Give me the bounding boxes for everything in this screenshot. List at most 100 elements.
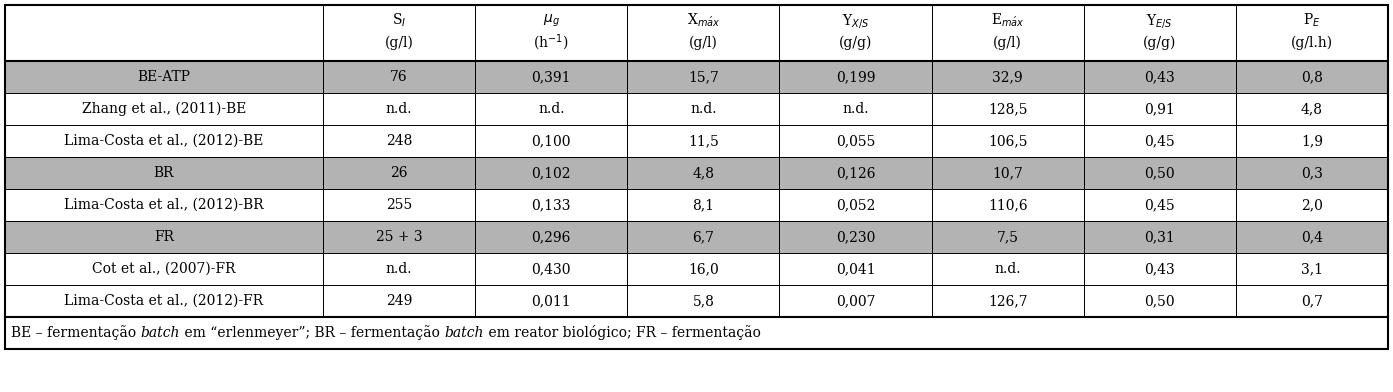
Bar — [6, 125, 323, 157]
Bar — [475, 5, 627, 61]
Text: 0,126: 0,126 — [836, 166, 875, 180]
Text: 110,6: 110,6 — [988, 198, 1028, 212]
Text: Lima-Costa et al., (2012)-BR: Lima-Costa et al., (2012)-BR — [64, 198, 263, 212]
Text: E$_{m\acute{a}x}$: E$_{m\acute{a}x}$ — [990, 12, 1024, 29]
Text: 0,45: 0,45 — [1145, 198, 1176, 212]
Text: n.d.: n.d. — [690, 102, 716, 116]
Text: 0,011: 0,011 — [531, 294, 571, 308]
Text: 0,296: 0,296 — [532, 230, 571, 244]
Text: 0,391: 0,391 — [532, 70, 571, 84]
Bar — [780, 93, 932, 125]
Bar — [780, 5, 932, 61]
Text: 0,43: 0,43 — [1145, 262, 1176, 276]
Bar — [1084, 221, 1236, 253]
Bar — [475, 61, 627, 93]
Text: 126,7: 126,7 — [988, 294, 1028, 308]
Bar — [780, 221, 932, 253]
Bar — [627, 253, 780, 285]
Text: 0,230: 0,230 — [836, 230, 875, 244]
Bar — [6, 61, 323, 93]
Text: 0,102: 0,102 — [532, 166, 571, 180]
Bar — [627, 61, 780, 93]
Text: 0,50: 0,50 — [1145, 166, 1176, 180]
Bar — [780, 157, 932, 189]
Text: (h$^{-1}$): (h$^{-1}$) — [534, 33, 568, 53]
Bar — [1084, 157, 1236, 189]
Text: (g/l): (g/l) — [384, 36, 414, 50]
Text: 32,9: 32,9 — [992, 70, 1022, 84]
Text: (g/l): (g/l) — [690, 36, 717, 50]
Bar — [627, 125, 780, 157]
Bar — [6, 253, 323, 285]
Bar — [932, 93, 1084, 125]
Bar — [627, 221, 780, 253]
Bar — [323, 221, 475, 253]
Bar — [6, 285, 323, 317]
Bar — [323, 189, 475, 221]
Bar — [475, 221, 627, 253]
Text: 7,5: 7,5 — [996, 230, 1018, 244]
Text: n.d.: n.d. — [995, 262, 1021, 276]
Text: (g/g): (g/g) — [839, 36, 872, 50]
Text: n.d.: n.d. — [386, 102, 412, 116]
Text: (g/g): (g/g) — [1144, 36, 1177, 50]
Text: 0,055: 0,055 — [836, 134, 875, 148]
Bar — [932, 189, 1084, 221]
Text: 6,7: 6,7 — [692, 230, 715, 244]
Text: 3,1: 3,1 — [1301, 262, 1323, 276]
Bar — [1084, 93, 1236, 125]
Bar — [1236, 285, 1387, 317]
Bar — [1236, 189, 1387, 221]
Text: n.d.: n.d. — [843, 102, 869, 116]
Bar — [6, 93, 323, 125]
Bar — [323, 157, 475, 189]
Text: 128,5: 128,5 — [988, 102, 1028, 116]
Text: 0,91: 0,91 — [1145, 102, 1176, 116]
Text: 16,0: 16,0 — [688, 262, 719, 276]
Text: Lima-Costa et al., (2012)-BE: Lima-Costa et al., (2012)-BE — [64, 134, 263, 148]
Bar — [932, 61, 1084, 93]
Bar — [323, 5, 475, 61]
Text: 0,199: 0,199 — [836, 70, 875, 84]
Bar — [475, 189, 627, 221]
Bar — [475, 93, 627, 125]
Text: 0,052: 0,052 — [836, 198, 875, 212]
Bar — [6, 189, 323, 221]
Text: BE-ATP: BE-ATP — [138, 70, 191, 84]
Bar — [6, 157, 323, 189]
Bar — [780, 285, 932, 317]
Text: 0,041: 0,041 — [836, 262, 875, 276]
Text: 15,7: 15,7 — [688, 70, 719, 84]
Text: 10,7: 10,7 — [992, 166, 1022, 180]
Text: 0,50: 0,50 — [1145, 294, 1176, 308]
Text: 26: 26 — [390, 166, 408, 180]
Text: BR: BR — [153, 166, 174, 180]
Bar — [323, 253, 475, 285]
Text: 0,43: 0,43 — [1145, 70, 1176, 84]
Bar — [6, 221, 323, 253]
Text: 76: 76 — [390, 70, 408, 84]
Bar — [1236, 157, 1387, 189]
Text: (g/l): (g/l) — [993, 36, 1022, 50]
Text: batch: batch — [444, 326, 483, 340]
Text: 5,8: 5,8 — [692, 294, 715, 308]
Bar — [475, 125, 627, 157]
Bar — [627, 189, 780, 221]
Bar — [932, 253, 1084, 285]
Text: 8,1: 8,1 — [692, 198, 715, 212]
Bar — [627, 285, 780, 317]
Text: 25 + 3: 25 + 3 — [376, 230, 422, 244]
Bar — [932, 5, 1084, 61]
Bar — [780, 125, 932, 157]
Text: 255: 255 — [386, 198, 412, 212]
Bar — [1084, 61, 1236, 93]
Text: Zhang et al., (2011)-BE: Zhang et al., (2011)-BE — [82, 102, 247, 116]
Bar — [475, 157, 627, 189]
Bar — [1236, 125, 1387, 157]
Bar — [932, 157, 1084, 189]
Bar — [1084, 253, 1236, 285]
Text: Y$_{E/S}$: Y$_{E/S}$ — [1146, 12, 1173, 30]
Text: (g/l.h): (g/l.h) — [1291, 36, 1333, 50]
Bar — [1236, 93, 1387, 125]
Text: 0,31: 0,31 — [1145, 230, 1176, 244]
